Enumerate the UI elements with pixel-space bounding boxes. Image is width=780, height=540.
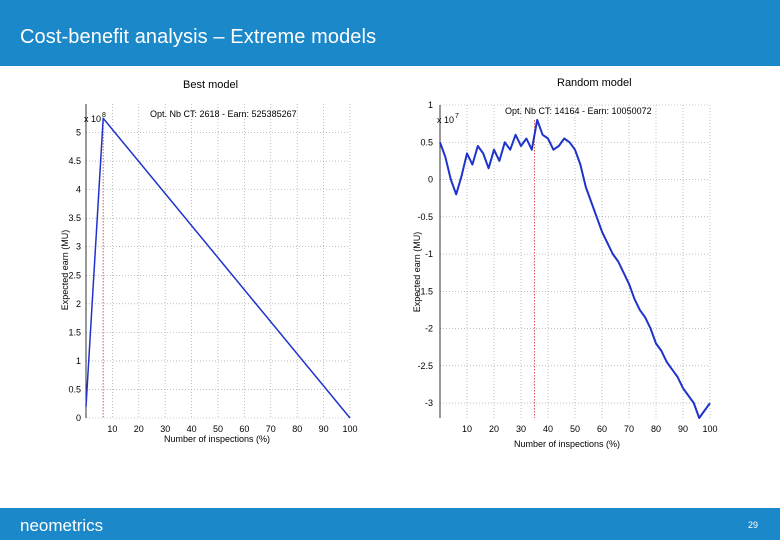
random-ytick-label: -1: [425, 249, 433, 259]
random-ytick-label: -3: [425, 398, 433, 408]
best-scale-exponent: 8: [102, 112, 106, 119]
best-xtick-label: 60: [239, 424, 249, 434]
best-xtick-label: 10: [107, 424, 117, 434]
random-x-axis-label: Number of inspections (%): [514, 439, 620, 449]
random-ytick-label: 1: [428, 100, 433, 110]
best-x-axis-label: Number of inspections (%): [164, 434, 270, 444]
random-xtick-label: 70: [624, 424, 634, 434]
best-chart-title: Opt. Nb CT: 2618 - Earn: 525385267: [150, 109, 297, 119]
random-xtick-label: 30: [516, 424, 526, 434]
random-y-axis-label: Expected earn (MU): [412, 232, 422, 313]
best-ytick-label: 1.5: [68, 327, 81, 337]
page-number: 29: [747, 520, 758, 530]
random-chart-title: Opt. Nb CT: 14164 - Earn: 10050072: [505, 106, 652, 116]
best-xtick-label: 20: [134, 424, 144, 434]
best-ytick-label: 0: [76, 413, 81, 423]
best-ytick-label: 1: [76, 356, 81, 366]
best-ytick-label: 0.5: [68, 384, 81, 394]
best-xtick-label: 80: [292, 424, 302, 434]
random-scale-label: x 10: [437, 115, 454, 125]
random-ytick-label: -0.5: [417, 212, 433, 222]
best-ytick-label: 5: [76, 128, 81, 138]
best-xtick-label: 50: [213, 424, 223, 434]
random-ytick-label: 0: [428, 175, 433, 185]
best-xtick-label: 40: [187, 424, 197, 434]
random-xtick-label: 20: [489, 424, 499, 434]
random-series-line-0: [439, 118, 711, 419]
best-xtick-label: 90: [319, 424, 329, 434]
random-ytick-label: -2.5: [417, 361, 433, 371]
random-xtick-label: 40: [543, 424, 553, 434]
random-ytick-label: -2: [425, 324, 433, 334]
random-xtick-label: 90: [678, 424, 688, 434]
best-y-axis-label: Expected earn (MU): [60, 230, 70, 311]
random-xtick-label: 60: [597, 424, 607, 434]
slide-footer: neometrics 29: [0, 508, 780, 540]
best-ytick-label: 4: [76, 185, 81, 195]
brand-logo-text: neometrics: [20, 516, 104, 535]
best-xtick-label: 70: [266, 424, 276, 434]
random-xtick-label: 10: [462, 424, 472, 434]
best-ytick-label: 2: [76, 299, 81, 309]
best-series-line-0: [85, 117, 351, 419]
random-ytick-label: 0.5: [420, 137, 433, 147]
random-ytick-label: -1.5: [417, 286, 433, 296]
best-ytick-label: 3: [76, 242, 81, 252]
slide-title: Cost-benefit analysis – Extreme models: [20, 26, 377, 48]
best-xtick-label: 30: [160, 424, 170, 434]
best-scale-label: x 10: [84, 114, 101, 124]
best-ytick-label: 3.5: [68, 213, 81, 223]
chart-caption-random: Random model: [557, 77, 632, 89]
slide-header: Cost-benefit analysis – Extreme models: [0, 0, 780, 66]
random-xtick-label: 80: [651, 424, 661, 434]
best-ytick-label: 4.5: [68, 156, 81, 166]
random-scale-exponent: 7: [455, 113, 459, 120]
random-xtick-label: 50: [570, 424, 580, 434]
best-xtick-label: 100: [342, 424, 357, 434]
best-ytick-label: 2.5: [68, 270, 81, 280]
chart-caption-best: Best model: [183, 79, 239, 91]
random-xtick-label: 100: [702, 424, 717, 434]
